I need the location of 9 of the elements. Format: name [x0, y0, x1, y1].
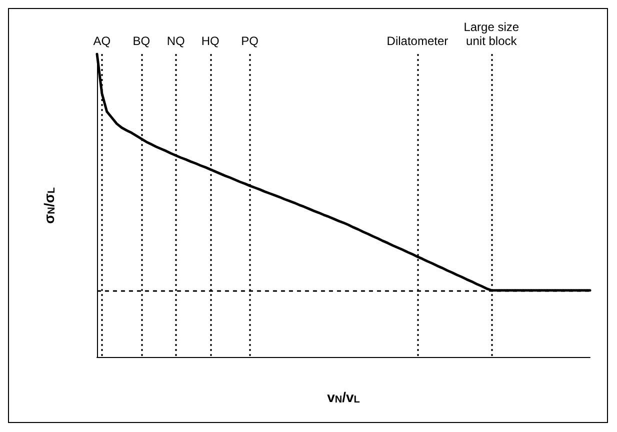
x-tick-label: NQ — [166, 34, 185, 48]
x-tick-label: Large size unit block — [464, 20, 520, 48]
x-tick-label: BQ — [132, 34, 150, 48]
x-tick-label: PQ — [241, 34, 258, 48]
x-tick-label: HQ — [201, 34, 220, 48]
x-axis-title: vN/vL — [327, 389, 360, 406]
x-tick-label: Dilatometer — [386, 34, 448, 48]
y-axis-title: σN/σL — [41, 187, 58, 224]
x-tick-label: AQ — [93, 34, 111, 48]
